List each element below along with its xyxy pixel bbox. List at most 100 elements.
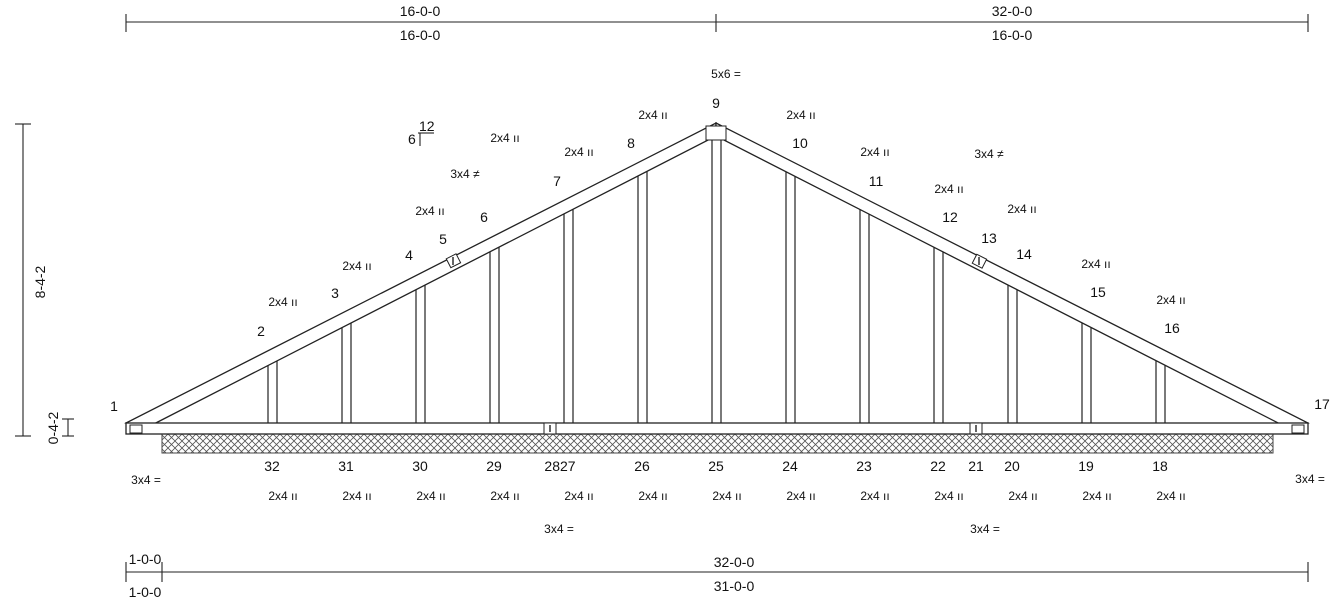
joint-label: 14 — [1016, 246, 1032, 262]
joint-label: 13 — [981, 230, 997, 246]
plate-label: 2x4 ıı — [786, 489, 815, 503]
joint-label: 5 — [439, 231, 447, 247]
web-11-23 — [859, 206, 870, 429]
web-16-18 — [1155, 355, 1166, 429]
joint-label: 32 — [264, 458, 280, 474]
plate-label: 3x4 ≠ — [974, 147, 1004, 161]
web-3-31 — [341, 319, 352, 429]
top-left-segment: 16-0-0 — [400, 27, 441, 43]
bottom-joint-labels: 32 31 30 29 2827 26 25 24 23 22 21 20 19… — [264, 458, 1168, 474]
splice-plate-label-left: 3x4 = — [544, 522, 574, 536]
plate-label: 2x4 ıı — [415, 204, 444, 218]
web-7-27 — [563, 206, 574, 429]
plate-label: 2x4 ıı — [1156, 293, 1185, 307]
height-dimension: 8-4-2 0-4-2 — [15, 123, 74, 444]
joint-label: 20 — [1004, 458, 1020, 474]
joint-label: 23 — [856, 458, 872, 474]
heel-height-label: 0-4-2 — [45, 411, 61, 444]
plate-label: 2x4 ıı — [638, 489, 667, 503]
plate-label: 2x4 ıı — [342, 259, 371, 273]
web-8-26 — [637, 167, 648, 429]
joint-label: 11 — [869, 173, 884, 189]
plate-label: 2x4 ıı — [490, 489, 519, 503]
plate-label: 2x4 ıı — [860, 145, 889, 159]
plate-label: 2x4 ıı — [1081, 257, 1110, 271]
plate-label-peak: 5x6 = — [711, 67, 741, 81]
plate-label: 2x4 ıı — [268, 295, 297, 309]
plate-label: 2x4 ıı — [564, 145, 593, 159]
top-joint-labels: 1 2 3 4 5 6 7 8 9 10 11 12 13 14 15 16 1… — [110, 95, 1330, 414]
plate-label: 2x4 ıı — [638, 108, 667, 122]
joint-label: 24 — [782, 458, 798, 474]
top-right-cumulative: 32-0-0 — [992, 3, 1033, 19]
plate-label: 2x4 ıı — [268, 489, 297, 503]
heel-plate-label-left: 3x4 = — [131, 473, 161, 487]
joint-label: 7 — [553, 173, 561, 189]
plate-label: 2x4 ıı — [490, 131, 519, 145]
joint-label: 12 — [942, 209, 958, 225]
plate-label: 2x4 ıı — [1082, 489, 1111, 503]
plate-label: 3x4 ≠ — [450, 167, 480, 181]
joint-label: 15 — [1090, 284, 1106, 300]
top-right-segment: 16-0-0 — [992, 27, 1033, 43]
heel-plate-left — [129, 424, 143, 434]
peak-plate — [705, 125, 727, 141]
bottom-chord — [125, 422, 1309, 435]
web-6-29 — [489, 242, 500, 429]
joint-label: 18 — [1152, 458, 1168, 474]
top-plate-labels: 5x6 = 2x4 ıı 2x4 ıı 2x4 ıı 3x4 ≠ 2x4 ıı … — [268, 67, 1185, 309]
web-10-24 — [785, 167, 796, 429]
web-2-32 — [267, 355, 278, 429]
plate-label: 2x4 ıı — [786, 108, 815, 122]
plate-label: 2x4 ıı — [1007, 202, 1036, 216]
pitch-mark: 6 12 — [408, 118, 435, 147]
web-9-25 — [711, 131, 722, 429]
heel-plate-right — [1291, 424, 1305, 434]
pitch-rise: 6 — [408, 131, 416, 147]
joint-label: 4 — [405, 247, 413, 263]
web-4-30 — [415, 281, 426, 429]
plates — [129, 125, 1305, 435]
bottom-dimension: 1-0-0 1-0-0 32-0-0 31-0-0 — [125, 551, 1309, 600]
bottom-plate-labels: 3x4 = 3x4 = 2x4 ıı 2x4 ıı 2x4 ıı 2x4 ıı … — [131, 472, 1325, 536]
joint-label: 26 — [634, 458, 650, 474]
joint-label: 3 — [331, 285, 339, 301]
height-total-label: 8-4-2 — [32, 265, 48, 298]
plate-label: 2x4 ıı — [564, 489, 593, 503]
joint-label: 29 — [486, 458, 502, 474]
heel-plate-label-right: 3x4 = — [1295, 472, 1325, 486]
plate-label: 2x4 ıı — [860, 489, 889, 503]
overhang-segment: 1-0-0 — [129, 584, 162, 600]
plate-label: 2x4 ıı — [934, 489, 963, 503]
overhang-cumulative: 1-0-0 — [129, 551, 162, 567]
pitch-run: 12 — [419, 118, 435, 134]
joint-label: 2 — [257, 323, 265, 339]
plate-label: 2x4 ıı — [416, 489, 445, 503]
top-dimension: 16-0-0 16-0-0 32-0-0 16-0-0 — [125, 3, 1309, 43]
joint-label: 2827 — [544, 458, 575, 474]
web-members — [267, 131, 1166, 429]
plate-label: 2x4 ıı — [934, 182, 963, 196]
plate-label: 2x4 ıı — [712, 489, 741, 503]
web-14-20 — [1007, 281, 1018, 429]
top-left-cumulative: 16-0-0 — [400, 3, 441, 19]
splice-plate-label-right: 3x4 = — [970, 522, 1000, 536]
plate-label: 2x4 ıı — [1008, 489, 1037, 503]
joint-label: 1 — [110, 398, 118, 414]
joint-label: 16 — [1164, 320, 1180, 336]
joint-label: 8 — [627, 135, 635, 151]
joint-label: 6 — [480, 209, 488, 225]
joint-label: 19 — [1078, 458, 1094, 474]
joint-label: 9 — [712, 95, 720, 111]
joint-label: 31 — [338, 458, 354, 474]
web-15-19 — [1081, 319, 1092, 429]
bearing-wall — [161, 433, 1274, 454]
plate-label: 2x4 ıı — [1156, 489, 1185, 503]
web-12-22 — [933, 242, 944, 429]
bottom-span-cumulative: 32-0-0 — [714, 554, 755, 570]
bottom-span-segment: 31-0-0 — [714, 578, 755, 594]
plate-label: 2x4 ıı — [342, 489, 371, 503]
joint-label: 22 — [930, 458, 946, 474]
joint-label: 30 — [412, 458, 428, 474]
joint-label: 17 — [1314, 396, 1330, 412]
